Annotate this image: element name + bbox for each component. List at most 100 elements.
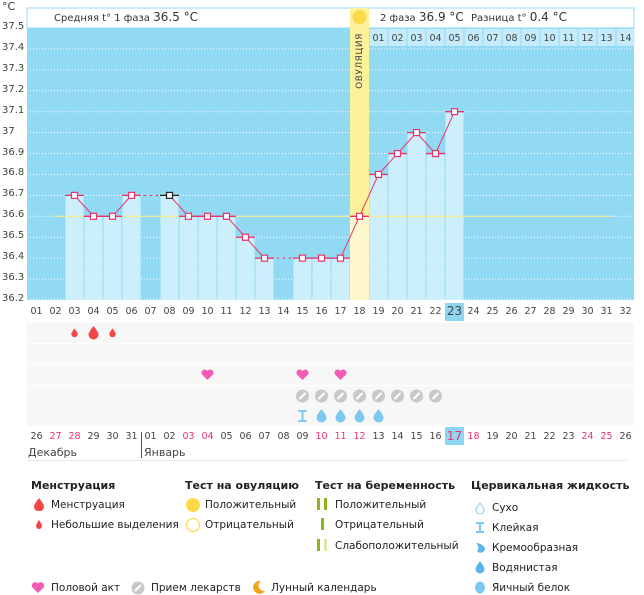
temperature-point	[165, 191, 174, 199]
post-ovulation-day: 13	[600, 33, 613, 44]
x-tick-label[interactable]: 23	[446, 304, 463, 318]
calendar-date[interactable]: 27	[49, 431, 62, 442]
calendar-today[interactable]: 17	[445, 427, 464, 445]
calendar-date[interactable]: 03	[182, 431, 195, 442]
calendar-date[interactable]: 12	[353, 431, 366, 442]
x-tick-label[interactable]: 31	[600, 306, 613, 317]
calendar-date[interactable]: 13	[372, 431, 385, 442]
medication-pill-stripe	[355, 392, 364, 400]
x-tick-label[interactable]: 21	[410, 306, 423, 317]
x-tick-label[interactable]: 03	[68, 306, 81, 317]
temperature-bar	[369, 174, 388, 300]
x-tick-label[interactable]: 08	[163, 306, 176, 317]
temperature-bar	[198, 216, 217, 300]
phase2-average: 2 фаза 36.9 °C	[380, 10, 464, 24]
x-tick-label[interactable]: 28	[543, 306, 556, 317]
temperature-bar	[65, 195, 84, 300]
ovulation-positive-marker	[352, 10, 367, 24]
calendar-date[interactable]: 19	[486, 431, 499, 442]
calendar-date[interactable]: 29	[87, 431, 100, 442]
ovulation-negative-icon	[185, 517, 201, 533]
calendar-date[interactable]: 30	[106, 431, 119, 442]
calendar-date[interactable]: 25	[600, 431, 613, 442]
x-tick-label[interactable]: 22	[429, 306, 442, 317]
pregnancy-faint-icon	[317, 539, 327, 551]
moon-icon	[253, 580, 265, 594]
event-row	[27, 386, 634, 406]
x-tick-label[interactable]: 26	[505, 306, 518, 317]
temperature-point	[203, 212, 212, 220]
intercourse-heart-icon	[31, 582, 45, 593]
legend-pregnancy-positive: Положительный	[335, 499, 427, 511]
legend-menstruation-title: Менструация	[31, 479, 116, 492]
calendar-date[interactable]: 22	[543, 431, 556, 442]
legend-cervical-sticky: Клейкая	[492, 522, 539, 534]
x-tick-label[interactable]: 04	[87, 306, 100, 317]
temperature-bar	[445, 111, 464, 300]
calendar-date[interactable]: 16	[429, 431, 442, 442]
x-tick-label[interactable]: 09	[182, 306, 195, 317]
calendar-date[interactable]: 04	[201, 431, 214, 442]
calendar-date[interactable]: 18	[467, 431, 480, 442]
x-tick-label[interactable]: 25	[486, 306, 499, 317]
calendar-date[interactable]: 21	[524, 431, 537, 442]
medication-pill-stripe	[298, 392, 307, 400]
phase2-header-cell	[616, 29, 635, 46]
calendar-date[interactable]: 11	[334, 431, 347, 442]
cervical-eggwhite-icon	[475, 581, 485, 594]
calendar-date[interactable]: 10	[315, 431, 328, 442]
calendar-date[interactable]: 26	[30, 431, 43, 442]
calendar-date[interactable]: 08	[277, 431, 290, 442]
ovulation-label: ОВУЛЯЦИЯ	[355, 33, 365, 89]
x-tick-label[interactable]: 15	[296, 306, 309, 317]
calendar-date[interactable]: 15	[410, 431, 423, 442]
x-tick-label[interactable]: 02	[49, 306, 62, 317]
x-tick-label[interactable]: 17	[334, 306, 347, 317]
calendar-date[interactable]: 26	[619, 431, 632, 442]
calendar-date[interactable]: 01	[144, 431, 157, 442]
intercourse-heart-icon	[334, 369, 347, 380]
spotting-drop-icon	[109, 328, 116, 338]
calendar-date[interactable]: 28	[68, 431, 81, 442]
post-ovulation-day: 05	[448, 33, 461, 44]
calendar-date[interactable]: 09	[296, 431, 309, 442]
x-tick-label[interactable]: 10	[201, 306, 214, 317]
x-tick-label[interactable]: 29	[562, 306, 575, 317]
calendar-date[interactable]: 14	[391, 431, 404, 442]
menstruation-drop-icon	[34, 498, 44, 511]
calendar-date[interactable]: 07	[258, 431, 271, 442]
x-tick-label[interactable]: 12	[239, 306, 252, 317]
x-tick-label[interactable]: 32	[619, 306, 632, 317]
x-tick-label[interactable]: 24	[467, 306, 480, 317]
divider	[27, 460, 627, 461]
x-tick-label[interactable]: 19	[372, 306, 385, 317]
post-ovulation-day: 04	[429, 33, 442, 44]
medication-pill-stripe	[374, 392, 383, 400]
y-tick-label: 37.2	[2, 83, 25, 95]
x-tick-label[interactable]: 05	[106, 306, 119, 317]
x-tick-label[interactable]: 01	[30, 306, 43, 317]
calendar-date[interactable]: 23	[562, 431, 575, 442]
x-tick-label[interactable]: 07	[144, 306, 157, 317]
medication-pill-stripe	[393, 392, 402, 400]
x-tick-label[interactable]: 16	[315, 306, 328, 317]
calendar-date[interactable]: 05	[220, 431, 233, 442]
calendar-date[interactable]: 02	[163, 431, 176, 442]
post-ovulation-day: 08	[505, 33, 518, 44]
calendar-date[interactable]: 24	[581, 431, 594, 442]
x-tick-label[interactable]: 06	[125, 306, 138, 317]
calendar-date[interactable]: 06	[239, 431, 252, 442]
calendar-date[interactable]: 31	[125, 431, 138, 442]
temperature-line-segment	[359, 174, 379, 217]
x-tick-label[interactable]: 18	[353, 306, 366, 317]
y-tick-label: 36.6	[2, 209, 25, 221]
x-tick-label[interactable]: 20	[391, 306, 404, 317]
x-tick-label[interactable]: 11	[220, 306, 233, 317]
x-tick-label[interactable]: 27	[524, 306, 537, 317]
calendar-date[interactable]: 20	[505, 431, 518, 442]
x-tick-label[interactable]: 13	[258, 306, 271, 317]
x-tick-label[interactable]: 14	[277, 306, 290, 317]
temperature-line-segment	[435, 111, 455, 154]
phase2-header-cell	[369, 29, 388, 46]
x-tick-label[interactable]: 30	[581, 306, 594, 317]
